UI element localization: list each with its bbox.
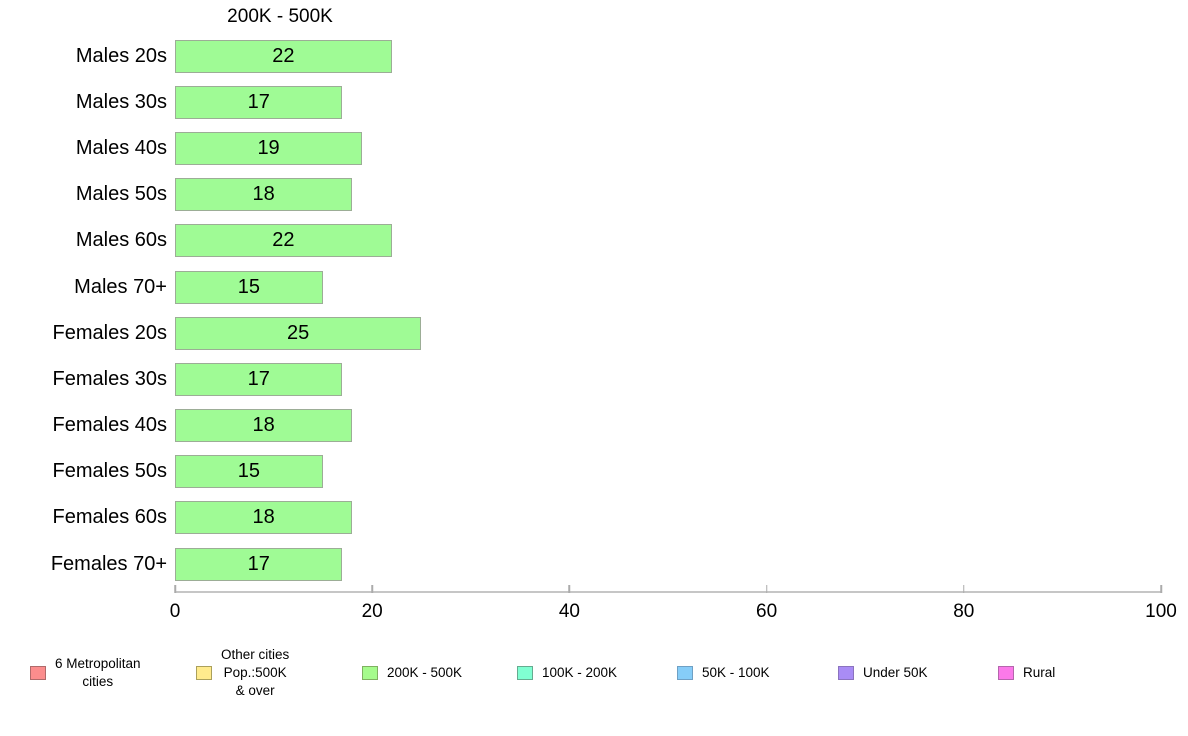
category-label: Females 50s — [52, 460, 168, 483]
bar-row: Males 60s 22 — [0, 218, 1188, 264]
legend-label: 100K - 200K — [542, 665, 618, 680]
axis-tick — [568, 585, 571, 593]
axis-tick-label: 80 — [953, 601, 975, 622]
bar-track: 25 — [175, 316, 1160, 350]
legend-item: 50K - 100K — [677, 642, 770, 704]
axis-tick — [765, 585, 768, 593]
bar: 19 — [175, 131, 363, 165]
bar-row: Females 50s 15 — [0, 449, 1188, 495]
category-label: Females 70+ — [50, 552, 167, 575]
chart-title: 200K - 500K — [227, 6, 333, 27]
category-label: Males 60s — [75, 229, 167, 252]
category-label: Males 40s — [75, 136, 167, 159]
axis-tick — [371, 585, 373, 593]
bar-track: 22 — [175, 224, 1160, 258]
axis-tick — [174, 585, 176, 593]
legend-item: 100K - 200K — [517, 642, 617, 704]
legend-item: Under 50K — [838, 642, 928, 704]
bar-row: Males 40s 19 — [0, 125, 1188, 171]
bar-value-label: 17 — [247, 367, 270, 390]
legend-label: Other cities Pop.:500K & over — [221, 647, 290, 698]
bar-track: 15 — [175, 455, 1160, 489]
bar-track: 18 — [175, 501, 1160, 535]
bar: 15 — [175, 270, 323, 304]
bar-track: 17 — [175, 362, 1160, 396]
bar-value-label: 18 — [252, 183, 275, 206]
legend-item: Other cities Pop.:500K & over — [196, 642, 289, 704]
axis-tick-label: 20 — [361, 601, 383, 622]
bar: 22 — [175, 224, 392, 258]
bar: 15 — [175, 455, 323, 489]
bar-value-label: 18 — [252, 506, 275, 529]
bar-track: 17 — [175, 547, 1160, 581]
axis-tick-label: 100 — [1145, 601, 1177, 622]
legend-swatch-icon — [677, 666, 693, 680]
bar-track: 18 — [175, 178, 1160, 212]
category-label: Males 50s — [75, 183, 167, 206]
legend-item: 200K - 500K — [362, 642, 462, 704]
legend-label: 200K - 500K — [387, 665, 463, 680]
axis-tick — [1160, 585, 1162, 593]
bar-value-label: 18 — [252, 414, 275, 437]
bar: 18 — [175, 178, 353, 212]
bar: 17 — [175, 547, 343, 581]
category-label: Males 20s — [75, 44, 167, 67]
bar-track: 22 — [175, 39, 1160, 73]
bar-value-label: 17 — [247, 90, 270, 113]
x-axis: 0 20 40 60 80 100 — [170, 585, 1177, 622]
legend-swatch-icon — [838, 666, 854, 680]
bar-value-label: 17 — [247, 552, 270, 575]
category-label: Females 20s — [52, 321, 168, 344]
category-label: Males 30s — [75, 90, 167, 113]
axis-tick-label: 60 — [756, 601, 778, 622]
legend-label: Rural — [1023, 665, 1056, 680]
legend-swatch-icon — [998, 666, 1014, 680]
axis-tick-label: 0 — [169, 601, 181, 622]
bar-track: 18 — [175, 409, 1160, 443]
bar-track: 19 — [175, 131, 1160, 165]
bar-row: Males 50s 18 — [0, 172, 1188, 218]
bar-value-label: 19 — [257, 136, 280, 159]
bar: 18 — [175, 409, 353, 443]
bar-row: Males 30s 17 — [0, 79, 1188, 125]
legend-label: 6 Metropolitan cities — [55, 656, 141, 689]
legend-swatch-icon — [30, 666, 46, 680]
plot-area: Males 20s 22 Males 30s 17 Males 40s 19 Males 5… — [0, 33, 1188, 587]
bar: 25 — [175, 316, 422, 350]
bar-track: 15 — [175, 270, 1160, 304]
bar-value-label: 25 — [287, 321, 310, 344]
bar: 22 — [175, 39, 392, 73]
axis-tick — [963, 585, 965, 593]
bar-row: Females 60s 18 — [0, 495, 1188, 541]
bar: 18 — [175, 501, 353, 535]
category-label: Females 40s — [52, 414, 168, 437]
bar-value-label: 15 — [237, 460, 260, 483]
legend-label: Under 50K — [863, 665, 928, 680]
bar: 17 — [175, 85, 343, 119]
legend-swatch-icon — [196, 666, 212, 680]
legend-swatch-icon — [362, 666, 378, 680]
bar-row: Females 70+ 17 — [0, 541, 1188, 587]
bar-value-label: 22 — [272, 229, 295, 252]
legend: 6 Metropolitan cities Other cities Pop.:5… — [0, 642, 1188, 712]
bar-row: Females 40s 18 — [0, 403, 1188, 449]
category-label: Females 60s — [52, 506, 168, 529]
legend-item: 6 Metropolitan cities — [30, 642, 141, 704]
bar-row: Females 30s 17 — [0, 356, 1188, 402]
bar-row: Females 20s 25 — [0, 310, 1188, 356]
axis-tick-label: 40 — [558, 601, 580, 622]
legend-item: Rural — [998, 642, 1055, 704]
bar-value-label: 15 — [237, 275, 260, 298]
legend-swatch-icon — [517, 666, 533, 680]
bar-track: 17 — [175, 85, 1160, 119]
bar-value-label: 22 — [272, 44, 295, 67]
category-label: Males 70+ — [74, 275, 167, 298]
category-label: Females 30s — [52, 367, 168, 390]
bar-row: Males 20s 22 — [0, 33, 1188, 79]
bar: 17 — [175, 362, 343, 396]
legend-label: 50K - 100K — [702, 665, 770, 680]
bar-row: Males 70+ 15 — [0, 264, 1188, 310]
